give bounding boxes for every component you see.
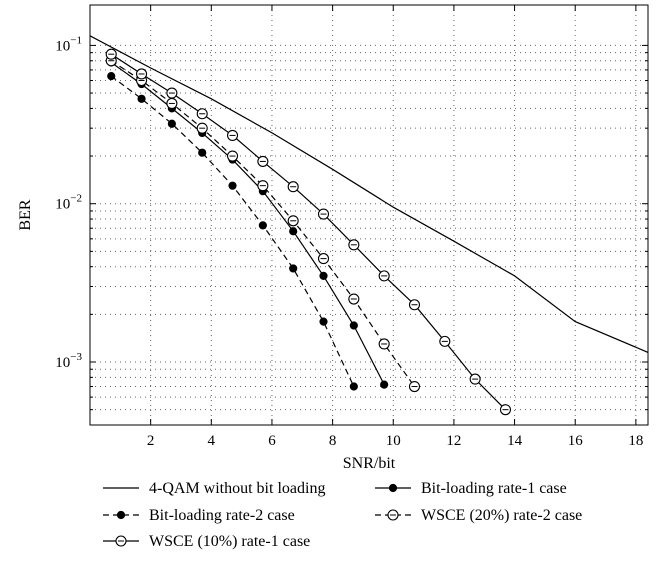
data-point [319,271,328,280]
data-point [289,264,298,273]
legend: 4-QAM without bit loading Bit-loading rat… [103,480,582,550]
data-point [319,317,328,326]
series-4 [105,48,512,416]
data-point [289,227,298,236]
series-line [110,53,506,411]
legend-label: 4-QAM without bit loading [149,480,325,497]
x-tick-label: 18 [628,433,643,449]
series-2 [107,71,358,391]
series-0 [90,35,648,353]
data-point [380,380,389,389]
data-point [198,148,207,157]
series-line [110,75,355,387]
x-tick-label: 4 [208,433,216,449]
legend-item: 4-QAM without bit loading [103,480,325,497]
x-axis-title: SNR/bit [343,455,396,472]
x-tick-label: 12 [446,433,461,449]
grid [90,5,648,426]
data-point [258,221,267,230]
x-tick-label: 16 [568,433,584,449]
series-line [90,35,648,353]
data-point [228,181,237,190]
y-tick-label: 10−1 [55,34,82,54]
data-point [137,94,146,103]
legend-item: Bit-loading rate-2 case [103,507,295,524]
x-tick-label: 14 [507,433,523,449]
data-point [349,382,358,391]
legend-label: Bit-loading rate-2 case [149,507,295,524]
legend-item: WSCE (10%) rate-1 case [103,533,310,550]
x-tick-label: 10 [386,433,401,449]
data-point [349,321,358,330]
legend-item: Bit-loading rate-1 case [375,480,567,497]
data-point [107,71,116,81]
series-group [90,35,648,416]
plot-frame [89,4,649,426]
axis-ticks: 2 4 6 8 10 12 14 16 18 10−1 10−2 10−3 [55,5,648,449]
series-line [110,62,385,385]
y-axis-title: BER [17,199,34,230]
legend-marker [116,510,126,520]
data-point [167,119,176,128]
series-line [110,60,415,387]
x-tick-label: 8 [329,433,337,449]
legend-marker [388,483,398,493]
x-tick-label: 2 [147,433,155,449]
x-tick-label: 6 [268,433,276,449]
legend-item: WSCE (20%) rate-2 case [375,507,582,524]
y-tick-label: 10−3 [55,351,82,371]
y-tick-label: 10−2 [55,193,82,213]
legend-label: WSCE (10%) rate-1 case [149,533,310,550]
legend-label: Bit-loading rate-1 case [421,480,567,497]
legend-label: WSCE (20%) rate-2 case [421,507,582,524]
